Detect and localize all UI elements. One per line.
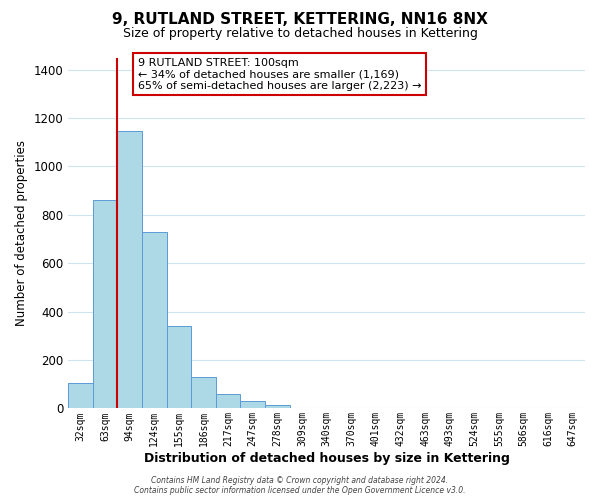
Bar	[241, 401, 265, 408]
Bar	[191, 377, 216, 408]
Bar	[68, 383, 93, 408]
Bar	[93, 200, 118, 408]
Bar	[265, 405, 290, 408]
Bar	[167, 326, 191, 408]
X-axis label: Distribution of detached houses by size in Kettering: Distribution of detached houses by size …	[143, 452, 509, 465]
Text: 9 RUTLAND STREET: 100sqm
← 34% of detached houses are smaller (1,169)
65% of sem: 9 RUTLAND STREET: 100sqm ← 34% of detach…	[138, 58, 421, 90]
Bar	[142, 232, 167, 408]
Text: Size of property relative to detached houses in Kettering: Size of property relative to detached ho…	[122, 28, 478, 40]
Text: Contains HM Land Registry data © Crown copyright and database right 2024.
Contai: Contains HM Land Registry data © Crown c…	[134, 476, 466, 495]
Y-axis label: Number of detached properties: Number of detached properties	[15, 140, 28, 326]
Text: 9, RUTLAND STREET, KETTERING, NN16 8NX: 9, RUTLAND STREET, KETTERING, NN16 8NX	[112, 12, 488, 28]
Bar	[216, 394, 241, 408]
Bar	[118, 132, 142, 408]
